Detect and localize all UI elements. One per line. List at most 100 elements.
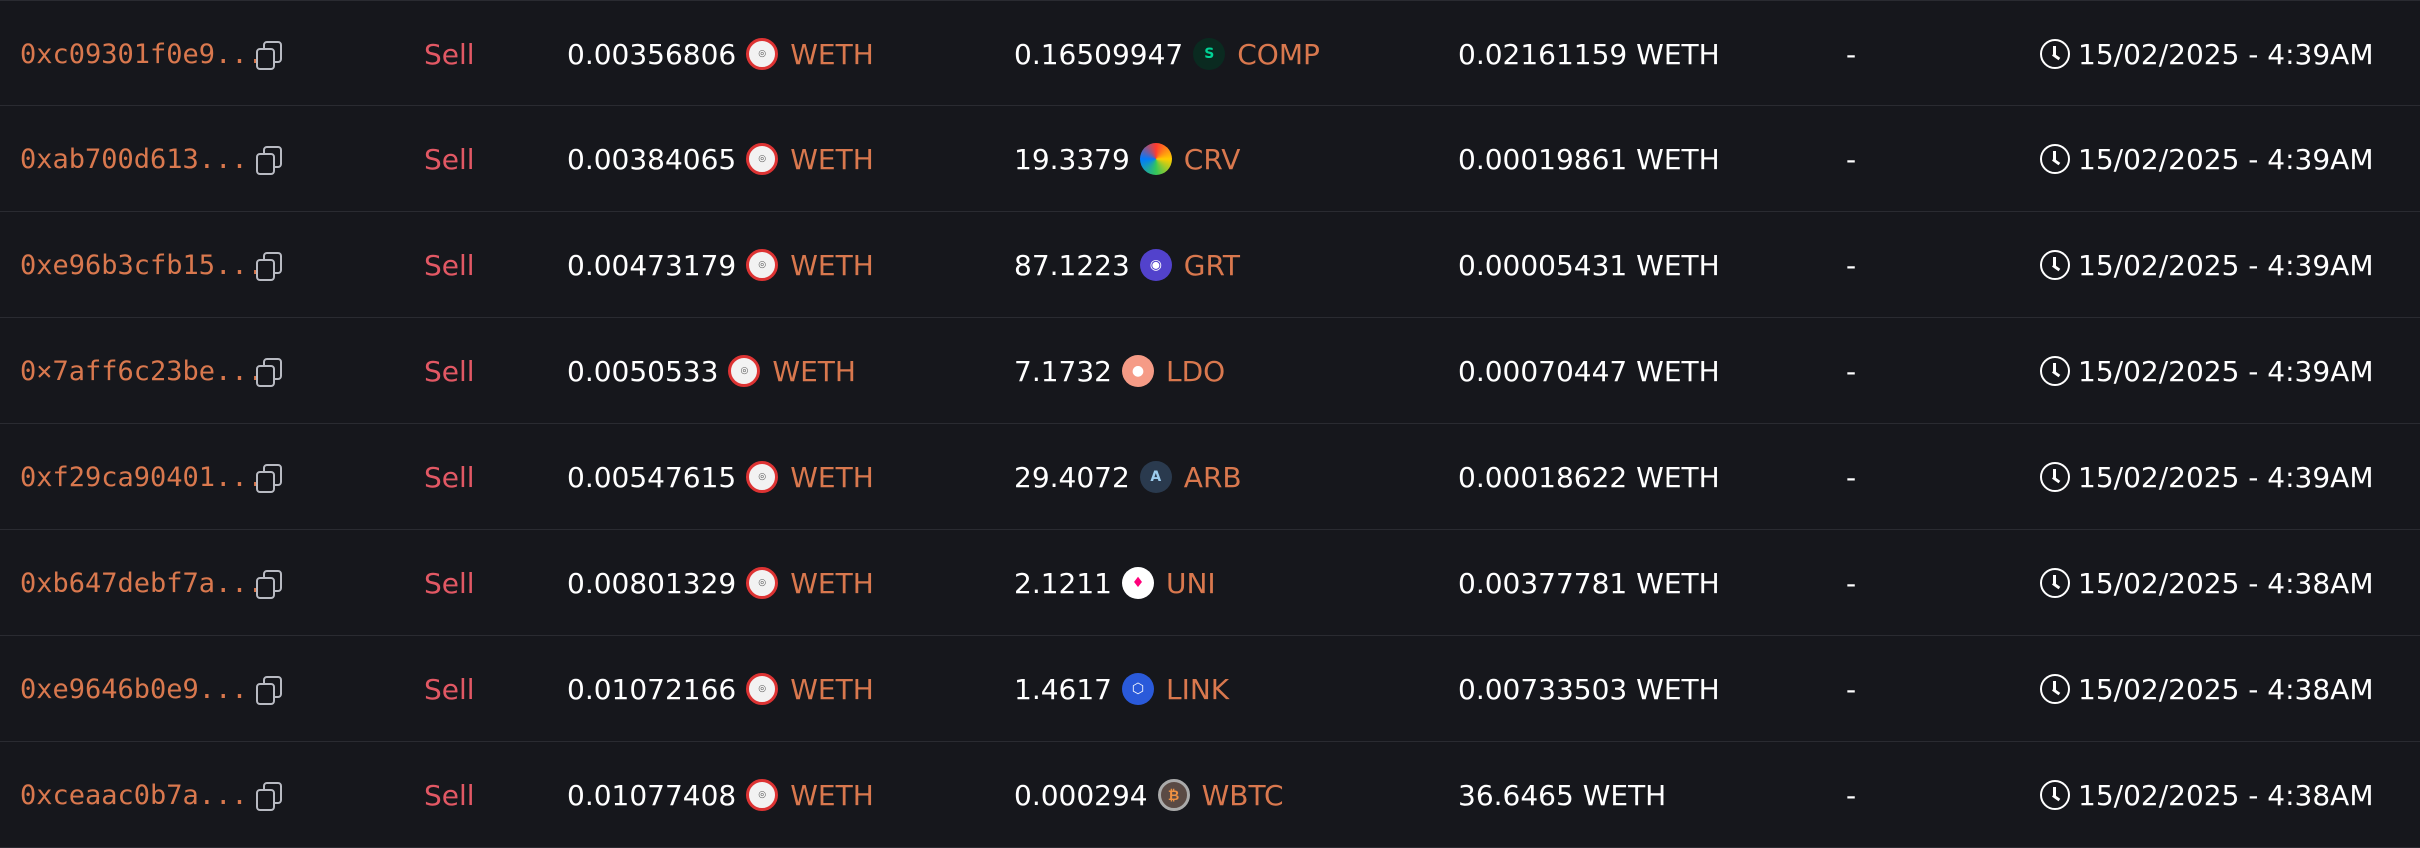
weth-icon: ◎ — [746, 143, 779, 175]
table-row[interactable]: 0xf29ca90401... Sell 0.00547615 ◎ WETH 2… — [0, 424, 2420, 530]
grt-icon: ◉ — [1139, 249, 1172, 281]
copy-button[interactable] — [254, 530, 284, 636]
clock-icon — [2040, 250, 2070, 280]
clock-icon — [2040, 356, 2070, 386]
empty-value: - — [1846, 354, 1857, 388]
to-token-link[interactable]: ARB — [1183, 460, 1242, 494]
clock-icon — [2040, 780, 2070, 810]
price-value: 0.00019861 WETH — [1458, 142, 1720, 176]
to-token-link[interactable]: COMP — [1237, 37, 1320, 71]
table-row[interactable]: 0xe9646b0e9... Sell 0.01072166 ◎ WETH 1.… — [0, 636, 2420, 742]
to-token-link[interactable]: LINK — [1165, 672, 1230, 706]
from-amount-cell: 0.00384065 ◎ WETH — [567, 106, 874, 212]
timestamp-text: 15/02/2025 - 4:39AM — [2078, 460, 2374, 494]
from-amount-cell: 0.01077408 ◎ WETH — [567, 742, 874, 848]
to-amount-cell: 19.3379 CRV — [1014, 106, 1240, 212]
copy-icon[interactable] — [254, 779, 284, 811]
from-token-link[interactable]: WETH — [772, 354, 856, 388]
tx-hash-link[interactable]: 0×7aff6c23be... — [20, 355, 264, 387]
tx-hash-link[interactable]: 0xab700d613... — [20, 143, 248, 175]
table-row[interactable]: 0xb647debf7a... Sell 0.00801329 ◎ WETH 2… — [0, 530, 2420, 636]
to-amount-cell: 2.1211 ♦ UNI — [1014, 530, 1216, 636]
timestamp-text: 15/02/2025 - 4:39AM — [2078, 248, 2374, 282]
table-row[interactable]: 0xe96b3cfb15... Sell 0.00473179 ◎ WETH 8… — [0, 212, 2420, 318]
from-amount: 0.00356806 — [567, 37, 737, 71]
trade-type: Sell — [424, 37, 475, 71]
from-amount-cell: 0.00547615 ◎ WETH — [567, 424, 874, 530]
to-token-link[interactable]: CRV — [1183, 142, 1241, 176]
table-row[interactable]: 0xc09301f0e9... Sell 0.00356806 ◎ WETH 0… — [0, 0, 2420, 106]
table-row[interactable]: 0xceaac0b7a... Sell 0.01077408 ◎ WETH 0.… — [0, 742, 2420, 848]
timestamp: 15/02/2025 - 4:38AM — [2040, 636, 2373, 742]
clock-icon — [2040, 39, 2070, 69]
to-amount-cell: 1.4617 ⬡ LINK — [1014, 636, 1229, 742]
weth-icon: ◎ — [728, 355, 761, 387]
timestamp: 15/02/2025 - 4:39AM — [2040, 424, 2373, 530]
price-value: 0.02161159 WETH — [1458, 37, 1720, 71]
tx-hash-link[interactable]: 0xc09301f0e9... — [20, 38, 264, 70]
weth-icon: ◎ — [746, 779, 779, 811]
from-amount: 0.01072166 — [567, 672, 737, 706]
copy-button[interactable] — [254, 1, 284, 107]
weth-icon: ◎ — [746, 461, 779, 493]
from-amount: 0.00801329 — [567, 566, 737, 600]
copy-button[interactable] — [254, 318, 284, 424]
from-amount-cell: 0.01072166 ◎ WETH — [567, 636, 874, 742]
copy-icon[interactable] — [254, 567, 284, 599]
trade-type: Sell — [424, 142, 475, 176]
price-value: 0.00005431 WETH — [1458, 248, 1720, 282]
copy-icon[interactable] — [254, 355, 284, 387]
tx-hash-link[interactable]: 0xb647debf7a... — [20, 567, 264, 599]
from-token-link[interactable]: WETH — [790, 778, 874, 812]
to-amount: 0.000294 — [1014, 778, 1148, 812]
timestamp: 15/02/2025 - 4:39AM — [2040, 106, 2373, 212]
from-token-link[interactable]: WETH — [790, 142, 874, 176]
copy-button[interactable] — [254, 742, 284, 848]
to-token-link[interactable]: UNI — [1165, 566, 1216, 600]
to-amount-cell: 7.1732 ● LDO — [1014, 318, 1225, 424]
weth-icon: ◎ — [746, 249, 779, 281]
from-amount: 0.00473179 — [567, 248, 737, 282]
tx-hash-link[interactable]: 0xe9646b0e9... — [20, 673, 248, 705]
copy-button[interactable] — [254, 424, 284, 530]
from-amount: 0.0050533 — [567, 354, 719, 388]
to-token-link[interactable]: LDO — [1165, 354, 1226, 388]
copy-icon[interactable] — [254, 673, 284, 705]
copy-button[interactable] — [254, 106, 284, 212]
copy-icon[interactable] — [254, 461, 284, 493]
tx-hash-link[interactable]: 0xceaac0b7a... — [20, 779, 248, 811]
timestamp: 15/02/2025 - 4:38AM — [2040, 530, 2373, 636]
copy-icon[interactable] — [254, 249, 284, 281]
to-amount: 87.1223 — [1014, 248, 1130, 282]
price-value: 0.00377781 WETH — [1458, 566, 1720, 600]
from-token-link[interactable]: WETH — [790, 37, 874, 71]
from-amount-cell: 0.0050533 ◎ WETH — [567, 318, 856, 424]
clock-icon — [2040, 462, 2070, 492]
clock-icon — [2040, 674, 2070, 704]
table-row[interactable]: 0×7aff6c23be... Sell 0.0050533 ◎ WETH 7.… — [0, 318, 2420, 424]
from-token-link[interactable]: WETH — [790, 248, 874, 282]
from-token-link[interactable]: WETH — [790, 566, 874, 600]
copy-icon[interactable] — [254, 143, 284, 175]
timestamp-text: 15/02/2025 - 4:38AM — [2078, 672, 2374, 706]
from-token-link[interactable]: WETH — [790, 460, 874, 494]
uni-icon: ♦ — [1121, 567, 1154, 599]
from-amount: 0.00547615 — [567, 460, 737, 494]
tx-hash-link[interactable]: 0xe96b3cfb15... — [20, 249, 264, 281]
to-amount: 19.3379 — [1014, 142, 1130, 176]
to-amount: 29.4072 — [1014, 460, 1130, 494]
clock-icon — [2040, 144, 2070, 174]
from-amount: 0.00384065 — [567, 142, 737, 176]
from-token-link[interactable]: WETH — [790, 672, 874, 706]
copy-icon[interactable] — [254, 38, 284, 70]
copy-button[interactable] — [254, 636, 284, 742]
to-token-link[interactable]: WBTC — [1201, 778, 1284, 812]
empty-value: - — [1846, 778, 1857, 812]
to-token-link[interactable]: GRT — [1183, 248, 1241, 282]
empty-value: - — [1846, 672, 1857, 706]
tx-hash-link[interactable]: 0xf29ca90401... — [20, 461, 264, 493]
copy-button[interactable] — [254, 212, 284, 318]
table-row[interactable]: 0xab700d613... Sell 0.00384065 ◎ WETH 19… — [0, 106, 2420, 212]
trade-type: Sell — [424, 460, 475, 494]
price-value: 36.6465 WETH — [1458, 778, 1667, 812]
